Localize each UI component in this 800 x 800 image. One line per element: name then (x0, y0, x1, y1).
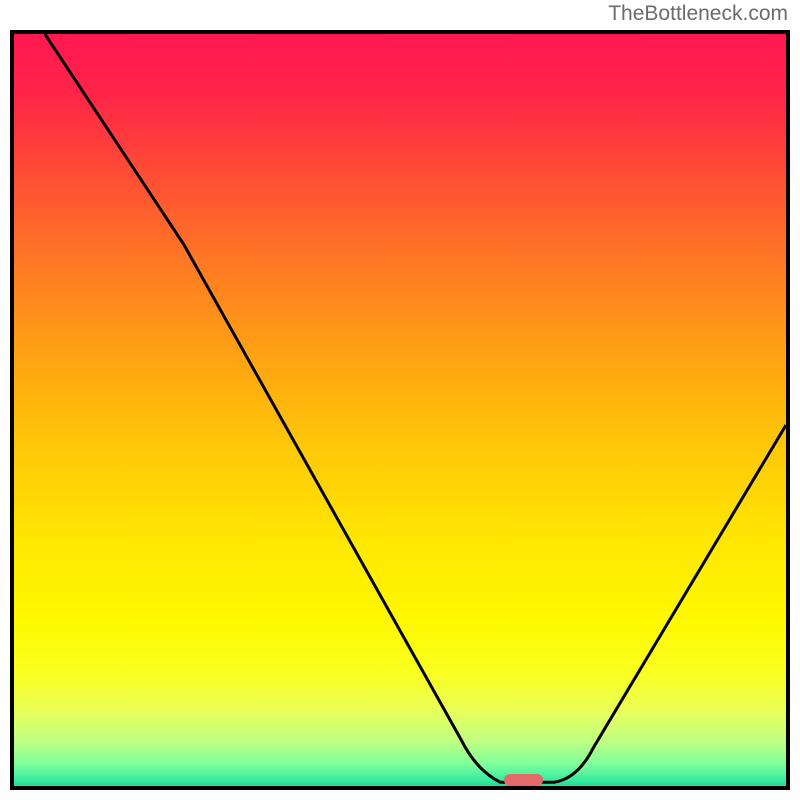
watermark-text: TheBottleneck.com (608, 2, 788, 26)
curve-line (14, 34, 786, 786)
optimal-marker (504, 774, 543, 786)
plot-area (10, 30, 790, 790)
chart-container (10, 30, 790, 790)
